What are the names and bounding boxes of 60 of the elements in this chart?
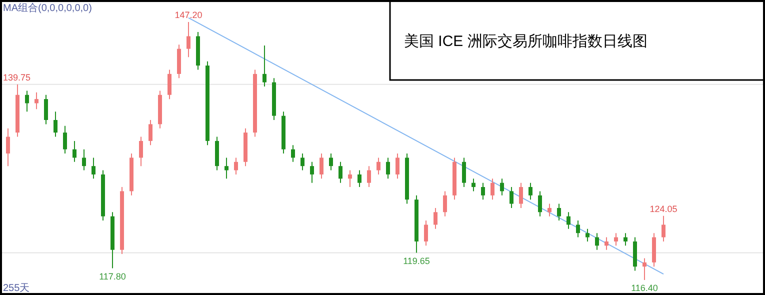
candlestick xyxy=(92,157,96,180)
candlestick xyxy=(462,157,466,188)
candlestick xyxy=(300,153,304,171)
candlestick xyxy=(642,258,646,280)
candlestick xyxy=(386,157,390,180)
candlestick xyxy=(472,178,476,192)
candlestick xyxy=(310,161,314,184)
candlestick xyxy=(348,170,352,188)
candlestick xyxy=(25,90,29,112)
candlestick xyxy=(6,128,10,167)
candlestick xyxy=(234,157,238,175)
candlestick xyxy=(510,186,514,208)
candlestick xyxy=(376,157,380,175)
text: MA组合(0,0,0,0,0,0) xyxy=(3,2,92,14)
candlestick xyxy=(262,44,266,87)
candlestick xyxy=(481,182,485,200)
annotation: 119.65 xyxy=(403,256,430,266)
candlestick xyxy=(576,220,580,238)
candlestick xyxy=(624,232,628,246)
candlestick xyxy=(595,232,599,250)
candlestick xyxy=(320,153,324,180)
candlestick xyxy=(82,148,86,171)
candlestick xyxy=(434,207,438,230)
candlestick xyxy=(186,22,190,58)
candlestick xyxy=(72,140,76,162)
candlestick xyxy=(148,120,152,146)
candlestick xyxy=(224,157,228,180)
candlestick xyxy=(34,92,38,110)
candlestick xyxy=(662,215,666,242)
candlestick xyxy=(500,178,504,196)
annotation: 124.05 xyxy=(650,204,678,214)
annotation: 116.40 xyxy=(631,283,658,293)
text: 255天 xyxy=(3,283,30,294)
candlestick xyxy=(54,111,58,138)
candlestick xyxy=(44,94,48,125)
annotation: 147.20 xyxy=(174,10,202,20)
candlestick xyxy=(358,170,362,188)
candlestick xyxy=(139,136,143,167)
candlestick xyxy=(329,153,333,171)
candlestick xyxy=(367,166,371,188)
candlestick xyxy=(528,182,532,200)
candlestick xyxy=(566,212,570,230)
candlestick xyxy=(538,190,542,217)
candlestick xyxy=(443,190,447,217)
candlestick xyxy=(604,236,608,250)
text: 美国 ICE 洲际交易所咖啡指数日线图 xyxy=(404,33,648,50)
candlestick xyxy=(548,203,552,217)
candlestick xyxy=(614,232,618,246)
candlestick xyxy=(168,69,172,100)
candlestick xyxy=(586,228,590,242)
candlestick xyxy=(557,203,561,222)
candlestick xyxy=(519,182,523,208)
candlestick xyxy=(63,125,67,154)
candlestick xyxy=(424,220,428,246)
annotation: 117.80 xyxy=(99,271,126,282)
candlestick xyxy=(291,144,295,162)
candlestick xyxy=(396,153,400,180)
candlestick xyxy=(338,161,342,184)
annotation: 139.75 xyxy=(3,72,31,82)
candlestick xyxy=(490,178,494,200)
